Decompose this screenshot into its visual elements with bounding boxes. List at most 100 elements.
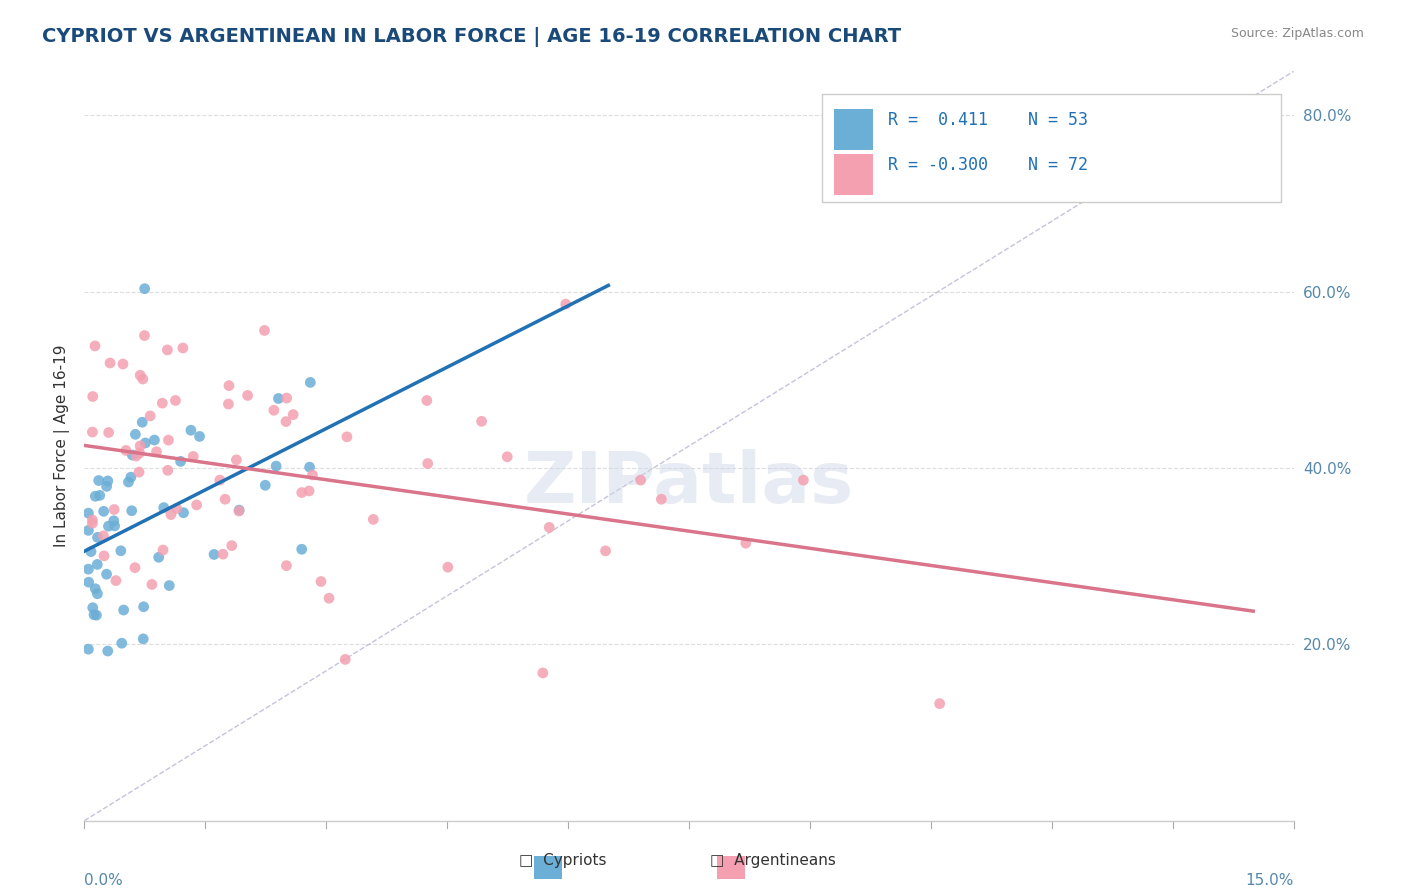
Point (152, 500, 174, 515)
Point (132, 632, 155, 646)
Point (298, 483, 321, 498)
Point (160, 508, 183, 522)
Point (97, 644, 120, 658)
Point (129, 439, 152, 453)
Point (134, 436, 156, 450)
Point (186, 498, 208, 512)
Point (77, 524, 100, 538)
Point (236, 388, 259, 402)
Point (283, 408, 305, 422)
Point (77, 575, 100, 590)
Point (87, 474, 110, 488)
Point (734, 536, 756, 550)
Point (253, 323, 276, 337)
Point (104, 519, 127, 533)
Point (156, 463, 179, 477)
Point (276, 558, 298, 573)
Point (496, 450, 519, 464)
Point (531, 665, 554, 680)
Point (132, 372, 155, 386)
Point (538, 520, 561, 534)
Point (291, 485, 314, 500)
Point (86, 608, 108, 623)
Point (299, 376, 322, 390)
Point (156, 343, 179, 357)
Point (630, 473, 652, 487)
Point (132, 599, 155, 614)
Point (437, 560, 460, 574)
Point (111, 636, 134, 650)
Point (120, 470, 142, 484)
Point (124, 427, 146, 442)
FancyBboxPatch shape (834, 153, 873, 195)
Point (214, 492, 236, 507)
Text: R = -0.300    N = 72: R = -0.300 N = 72 (889, 156, 1088, 174)
Point (80, 544, 103, 558)
Point (82, 390, 104, 404)
Point (172, 341, 194, 355)
Point (82, 516, 104, 531)
Point (103, 502, 125, 516)
Text: CYPRIOT VS ARGENTINEAN IN LABOR FORCE | AGE 16-19 CORRELATION CHART: CYPRIOT VS ARGENTINEAN IN LABOR FORCE | … (42, 27, 901, 46)
Point (228, 504, 250, 518)
Point (928, 697, 950, 711)
Point (145, 444, 167, 458)
Point (165, 393, 187, 408)
Point (263, 403, 285, 417)
Point (291, 542, 314, 557)
Text: Source: ZipAtlas.com: Source: ZipAtlas.com (1230, 27, 1364, 40)
Point (309, 574, 332, 589)
Point (97, 519, 120, 533)
Point (77, 642, 100, 657)
Point (150, 396, 173, 410)
Point (180, 423, 202, 437)
Point (112, 603, 135, 617)
FancyBboxPatch shape (823, 94, 1281, 202)
Point (121, 448, 143, 462)
Text: □  Cypriots: □ Cypriots (519, 854, 606, 868)
Point (416, 393, 439, 408)
Point (173, 506, 195, 520)
Point (86, 558, 108, 572)
Point (298, 460, 321, 475)
Point (84, 339, 107, 353)
Point (110, 543, 132, 558)
Point (77, 562, 100, 576)
Point (77, 506, 100, 520)
Point (264, 459, 287, 474)
Y-axis label: In Labor Force | Age 16-19: In Labor Force | Age 16-19 (55, 344, 70, 548)
Point (129, 368, 152, 383)
Point (86, 530, 108, 544)
Point (111, 357, 134, 371)
Point (301, 467, 323, 482)
Point (181, 450, 204, 464)
Text: 15.0%: 15.0% (1246, 873, 1294, 888)
Point (650, 492, 672, 507)
Point (202, 548, 225, 562)
Point (134, 328, 156, 343)
Point (93, 529, 115, 543)
Point (188, 429, 211, 443)
Point (274, 415, 297, 429)
Point (276, 391, 298, 405)
Point (212, 547, 235, 561)
Point (471, 414, 494, 428)
Point (141, 577, 163, 591)
Point (93, 549, 115, 563)
Point (363, 512, 385, 526)
Point (208, 473, 231, 487)
Point (139, 409, 162, 423)
Point (792, 473, 814, 487)
Point (217, 397, 239, 411)
Point (96, 479, 118, 493)
Point (82, 600, 104, 615)
Point (97, 474, 120, 488)
Point (148, 550, 170, 565)
Text: R =  0.411    N = 53: R = 0.411 N = 53 (889, 112, 1088, 129)
Point (335, 652, 357, 666)
FancyBboxPatch shape (834, 109, 873, 150)
Point (169, 454, 191, 468)
Point (131, 415, 153, 429)
Point (124, 560, 146, 574)
Point (254, 478, 277, 492)
